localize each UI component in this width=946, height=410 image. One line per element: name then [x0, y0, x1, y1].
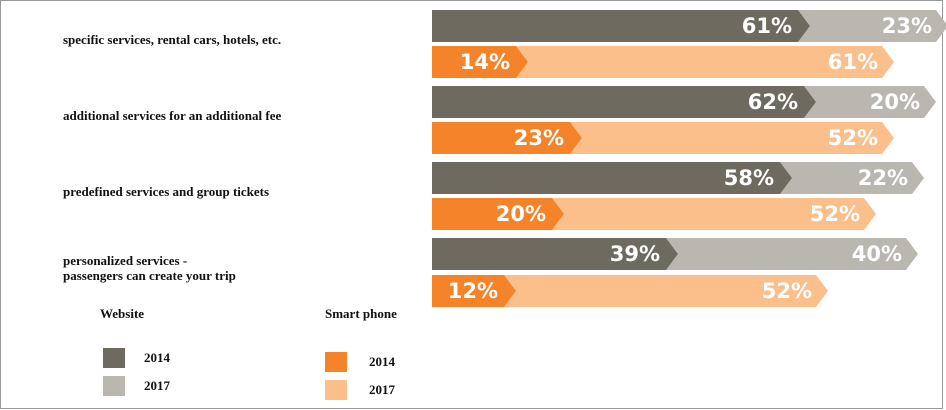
bar-segment [432, 10, 810, 42]
bar-segment [432, 198, 564, 230]
value-label: 20% [870, 90, 920, 114]
category-label: predefined services and group tickets [63, 184, 269, 199]
bar-segment [804, 86, 936, 118]
value-label: 61% [742, 14, 792, 38]
legend-label: 2017 [369, 382, 396, 397]
legend-swatch [103, 348, 125, 368]
bar-segment [552, 198, 876, 230]
legend-label: 2017 [144, 378, 171, 393]
value-label: 39% [610, 242, 660, 266]
value-label: 52% [828, 126, 878, 150]
legend-title: Smart phone [325, 306, 397, 321]
value-label: 14% [460, 50, 510, 74]
bar-segment [432, 238, 678, 270]
value-label: 22% [858, 166, 908, 190]
category-label: additional services for an additional fe… [63, 108, 281, 123]
legend-swatch [325, 380, 347, 400]
bar-segment [780, 162, 924, 194]
bar-segment [504, 275, 828, 307]
legend-swatch [325, 352, 347, 372]
bar-segment [432, 275, 516, 307]
category-label: personalized services -passengers can cr… [63, 253, 236, 283]
value-label: 62% [748, 90, 798, 114]
bar-segment [666, 238, 918, 270]
value-label: 20% [496, 202, 546, 226]
bar-segment [516, 46, 894, 78]
value-label: 23% [514, 126, 564, 150]
bar-segment [432, 162, 792, 194]
bar-segment [432, 46, 528, 78]
value-label: 61% [828, 50, 878, 74]
category-label: specific services, rental cars, hotels, … [63, 32, 281, 47]
value-label: 58% [724, 166, 774, 190]
legend-swatch [103, 376, 125, 396]
bar-segment [570, 122, 894, 154]
value-label: 52% [762, 279, 812, 303]
value-label: 52% [810, 202, 860, 226]
bar-segment [432, 86, 816, 118]
legend-label: 2014 [369, 354, 396, 369]
legend-title: Website [100, 306, 144, 321]
legend-label: 2014 [144, 350, 171, 365]
value-label: 23% [882, 14, 932, 38]
value-label: 12% [448, 279, 498, 303]
bar-segment [432, 122, 582, 154]
bar-segment [798, 10, 946, 42]
value-label: 40% [852, 242, 902, 266]
